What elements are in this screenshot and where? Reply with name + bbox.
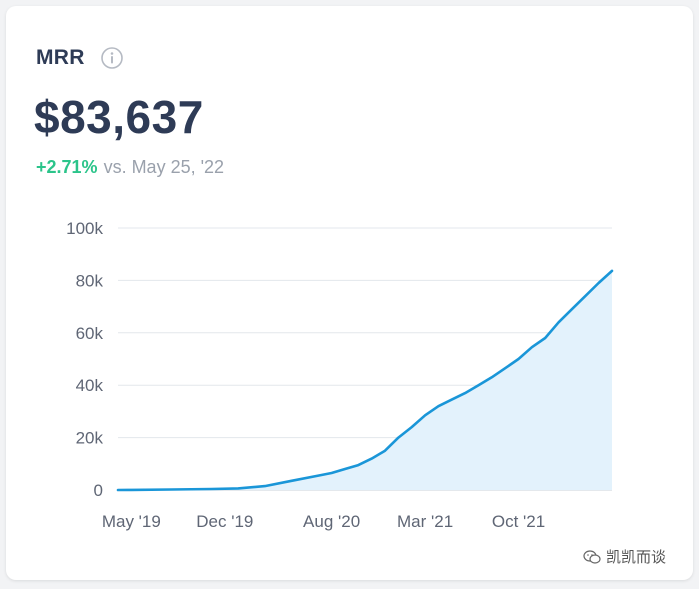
delta-percent: +2.71%	[36, 157, 98, 177]
watermark: 凯凯而谈	[583, 546, 666, 567]
card-header: MRR	[36, 46, 123, 70]
chat-bubble-icon	[583, 549, 601, 564]
delta-comparison-text: vs. May 25, '22	[103, 157, 225, 177]
mrr-value: $83,637	[34, 91, 204, 143]
info-icon[interactable]	[100, 47, 123, 69]
mrr-delta: +2.71% vs. May 25, '22	[36, 157, 224, 178]
watermark-text: 凯凯而谈	[606, 549, 667, 566]
card-title: MRR	[36, 46, 85, 69]
